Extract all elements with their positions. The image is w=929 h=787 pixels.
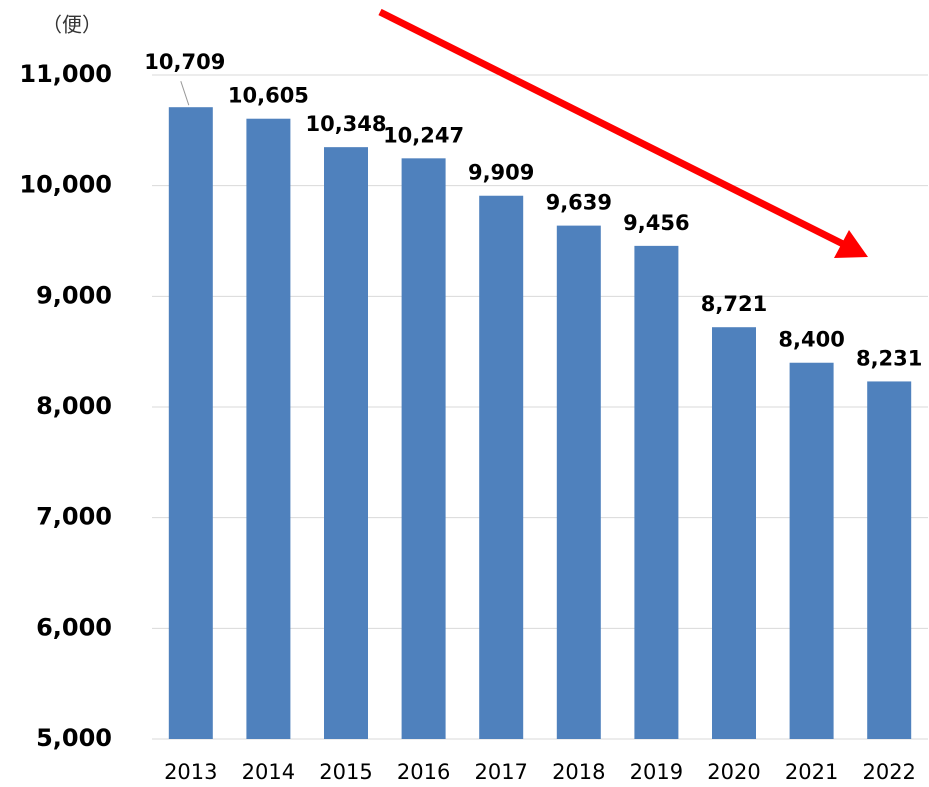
bar [634,245,679,740]
value-label: 10,605 [228,84,309,108]
x-tick-label: 2016 [397,760,450,784]
x-tick-label: 2013 [164,760,217,784]
x-tick-label: 2014 [242,760,295,784]
value-label: 9,456 [623,211,689,235]
plot: 5,000 6,000 7,000 8,000 9,000 10,000 11,000 201… [19,50,928,784]
arrow-head [834,230,868,258]
x-tick-label: 2020 [707,760,760,784]
trend-arrow [378,8,868,258]
bar [712,327,756,739]
leader-line [180,81,190,106]
y-tick-label: 6,000 [36,613,112,641]
value-label: 10,247 [383,123,464,147]
x-tick-label: 2022 [862,760,915,784]
y-tick-label: 7,000 [36,503,112,531]
y-tick-label: 8,000 [36,392,112,420]
bar [324,147,368,739]
bar [401,158,446,739]
y-axis-label: （便） [42,13,102,37]
y-tick-label: 5,000 [36,724,112,752]
x-tick-label: 2017 [474,760,527,784]
y-tick-label: 9,000 [36,281,112,309]
bar [867,381,912,739]
bar [168,107,213,740]
value-label: 8,400 [778,328,844,352]
value-label: 9,639 [546,191,612,215]
x-tick-label: 2021 [785,760,838,784]
value-label: 10,348 [305,112,386,136]
bar [479,195,524,740]
bar [246,118,291,740]
bar [556,225,601,740]
value-label: 8,231 [856,346,922,370]
arrow-shaft [378,8,847,249]
value-label: 9,909 [468,161,534,185]
y-tick-label: 11,000 [19,60,112,88]
x-tick-label: 2015 [319,760,372,784]
x-tick-label: 2019 [630,760,683,784]
x-tick-label: 2018 [552,760,605,784]
value-label: 10,709 [144,50,225,74]
value-label: 8,721 [701,292,767,316]
y-tick-label: 10,000 [19,171,112,199]
bar [789,362,834,739]
